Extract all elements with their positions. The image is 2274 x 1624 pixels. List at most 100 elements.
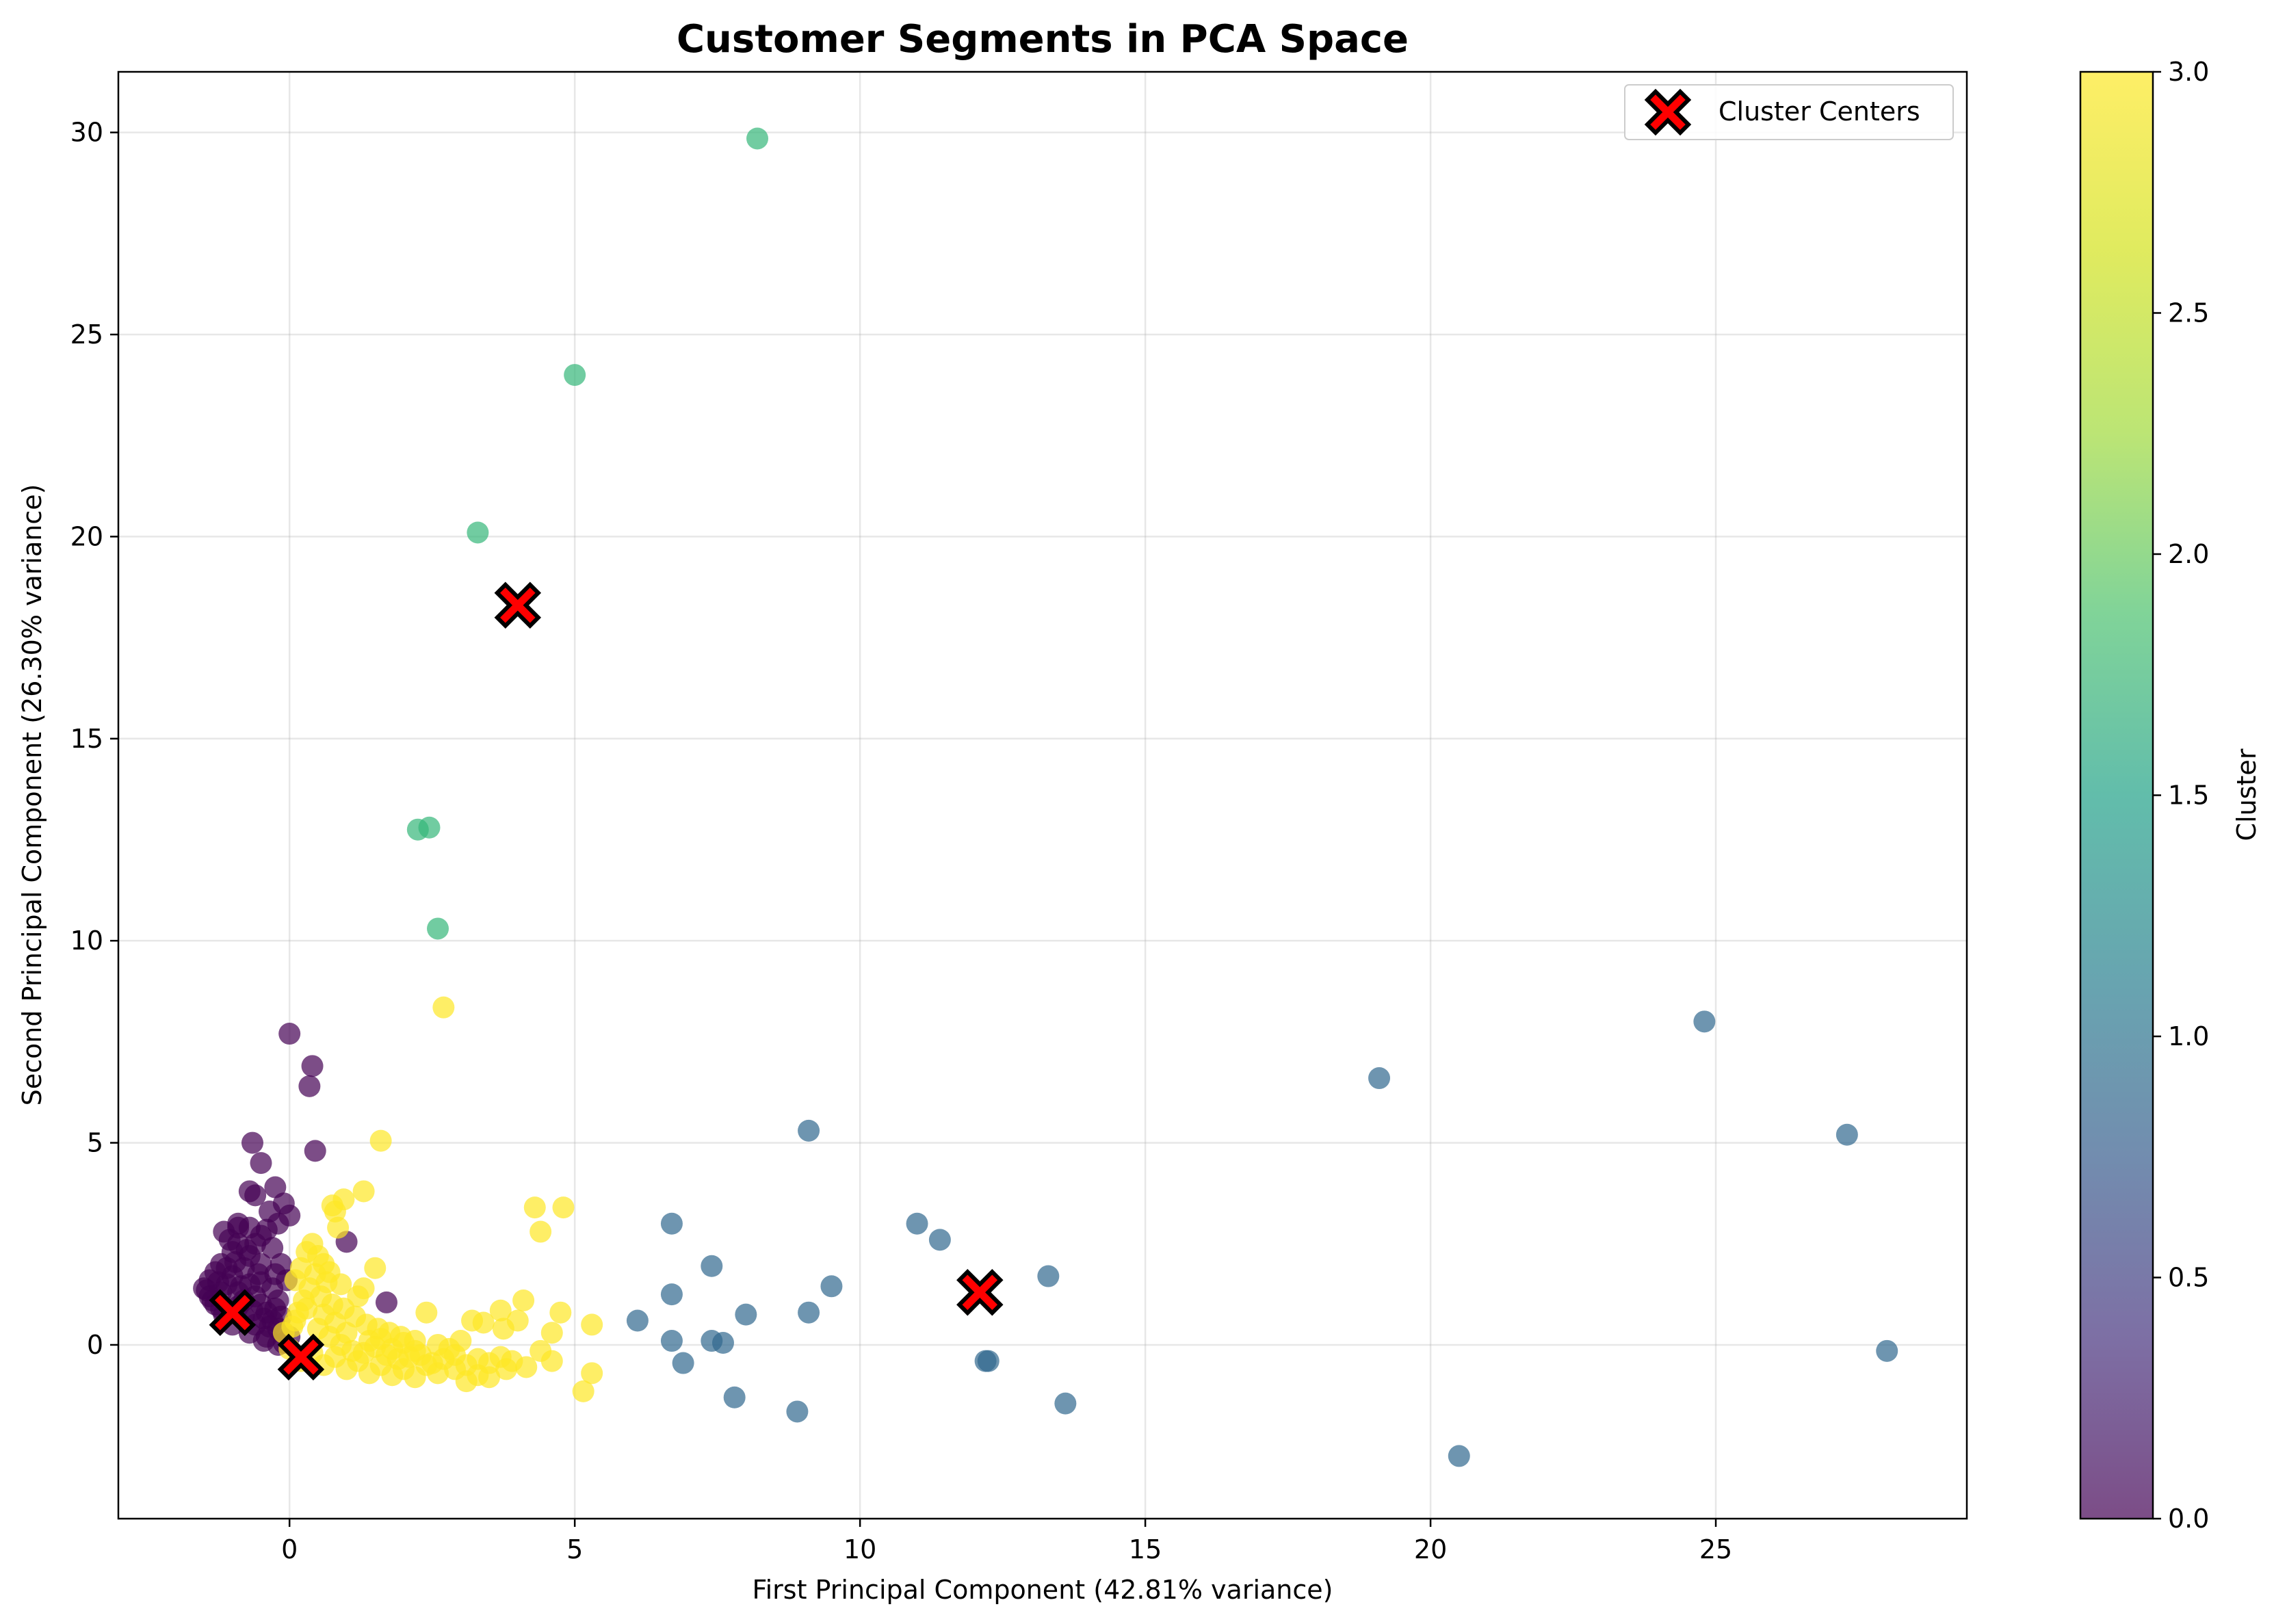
cluster-0-point [250, 1271, 272, 1294]
cluster-3-point [364, 1257, 387, 1279]
cluster-3-point [327, 1216, 350, 1239]
cluster-1-point [1693, 1010, 1716, 1033]
colorbar-tick-label: 1.5 [2168, 781, 2209, 811]
x-tick-label: 20 [1414, 1534, 1447, 1564]
cluster-1-point [1876, 1339, 1898, 1362]
cluster-2-point [427, 917, 449, 940]
legend-x-marker [1644, 88, 1692, 136]
cluster-0-point [241, 1131, 263, 1154]
cluster-0-point [227, 1212, 250, 1235]
cluster-3-point [540, 1350, 563, 1372]
cluster-1-point [735, 1303, 757, 1326]
x-tick-label: 5 [566, 1534, 583, 1564]
cluster-center-marker [209, 1289, 257, 1336]
cluster-1-point [906, 1212, 928, 1235]
cluster-1-point [928, 1229, 951, 1251]
colorbar-tick-label: 0.0 [2168, 1504, 2209, 1534]
y-tick-label: 20 [70, 521, 103, 551]
colorbar-tick-label: 1.0 [2168, 1021, 2209, 1051]
cluster-3-point [392, 1332, 415, 1354]
cluster-centers [209, 581, 1004, 1380]
cluster-1-point [820, 1275, 843, 1298]
colorbar: 0.0 0.5 1.0 1.5 2.0 2.5 3.0 Cluster [2079, 57, 2262, 1534]
y-tick-label: 15 [70, 724, 103, 754]
cluster-3-point [324, 1201, 346, 1223]
cluster-1-point [786, 1400, 809, 1423]
x-axis-label: First Principal Component (42.81% varian… [753, 1575, 1333, 1605]
cluster-0-point [235, 1239, 258, 1261]
cluster-0-point [218, 1229, 241, 1251]
cluster-3-point [352, 1180, 375, 1203]
cluster-1-point [660, 1283, 683, 1306]
cluster-0-point [278, 1023, 301, 1045]
legend-box [1624, 84, 1954, 140]
cluster-1-point [711, 1332, 734, 1354]
cluster-3-point [369, 1328, 392, 1350]
cluster-center-marker [956, 1268, 1004, 1316]
colorbar-tick-label: 0.5 [2168, 1263, 2209, 1293]
cluster-3-point [506, 1309, 529, 1332]
legend: Cluster Centers [1624, 84, 1954, 140]
cluster-3-point [552, 1196, 575, 1219]
y-tick-label: 5 [87, 1128, 103, 1158]
x-tick-label: 15 [1129, 1534, 1162, 1564]
cluster-3-point [415, 1301, 438, 1324]
plot-frame [117, 70, 1968, 1520]
cluster-2-point [467, 521, 489, 544]
cluster-3-point [304, 1263, 326, 1285]
cluster-1-point [1054, 1392, 1077, 1415]
cluster-3-point [581, 1362, 603, 1385]
y-tick-label: 30 [70, 118, 103, 148]
cluster-0-point [298, 1075, 321, 1097]
cluster-0-point [267, 1212, 289, 1235]
y-axis-ticks: 0 5 10 15 20 25 30 [70, 118, 118, 1360]
cluster-0-point [264, 1176, 287, 1199]
colorbar-tick-label: 2.0 [2168, 539, 2209, 569]
cluster-center-marker [277, 1333, 325, 1380]
cluster-1-point [723, 1386, 746, 1409]
colorbar-tick-label: 3.0 [2168, 57, 2209, 87]
cluster-2-point [564, 364, 586, 387]
cluster-3-point [512, 1289, 535, 1311]
cluster-3-point [369, 1129, 392, 1152]
cluster-1-point [672, 1352, 694, 1374]
cluster-0-point [301, 1055, 324, 1077]
y-tick-label: 25 [70, 319, 103, 350]
cluster-3-point [472, 1311, 495, 1334]
cluster-3-point [489, 1299, 512, 1322]
cluster-center-marker [494, 581, 542, 629]
cluster-3-point [572, 1380, 594, 1402]
y-tick-label: 0 [87, 1330, 103, 1360]
cluster-0-point [250, 1152, 272, 1175]
colorbar-tick-label: 2.5 [2168, 298, 2209, 328]
y-axis-label: Second Principal Component (26.30% varia… [17, 484, 47, 1106]
chart-title: Customer Segments in PCA Space [677, 17, 1409, 62]
cluster-0-point [261, 1237, 284, 1259]
cluster-3-point [540, 1322, 563, 1344]
colorbar-gradient [2080, 72, 2153, 1519]
cluster-3-point [549, 1301, 572, 1324]
cluster-1-point [798, 1301, 820, 1324]
cluster-1-point [1835, 1123, 1858, 1146]
x-tick-label: 25 [1699, 1534, 1732, 1564]
cluster-1-point [1448, 1445, 1470, 1467]
cluster-3-point [281, 1315, 304, 1338]
cluster-3-point [324, 1311, 346, 1334]
cluster-1-point [660, 1212, 683, 1235]
cluster-0-point [304, 1140, 326, 1162]
cluster-1-point [1368, 1067, 1391, 1090]
x-axis-ticks: 0 5 10 15 20 25 [281, 1519, 1732, 1564]
cluster-1-point [798, 1119, 820, 1142]
cluster-1-point [977, 1350, 999, 1372]
cluster-3-point [432, 996, 455, 1019]
cluster-0-point [244, 1184, 267, 1207]
colorbar-ticks: 0.0 0.5 1.0 1.5 2.0 2.5 3.0 [2153, 57, 2209, 1534]
grid-lines [118, 72, 1967, 1519]
cluster-2-point [418, 816, 441, 839]
x-tick-label: 10 [844, 1534, 876, 1564]
cluster-2-point [746, 127, 769, 150]
cluster-3-point [530, 1220, 552, 1243]
x-tick-label: 0 [281, 1534, 298, 1564]
cluster-1-point [660, 1330, 683, 1352]
